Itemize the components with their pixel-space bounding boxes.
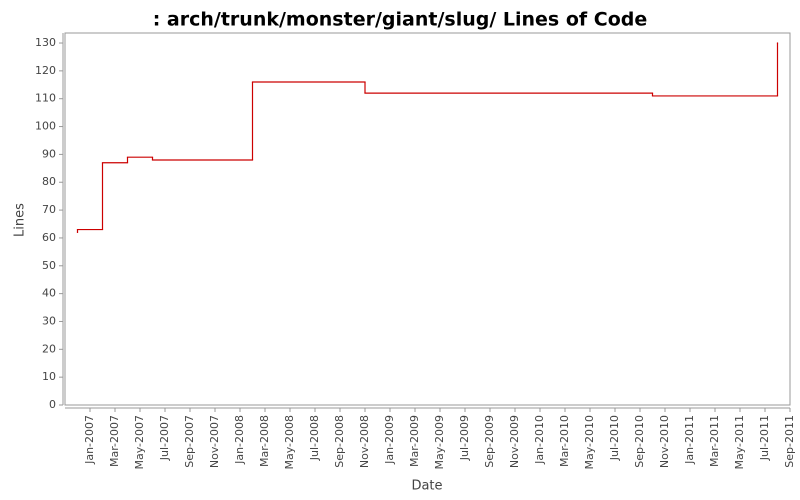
x-tick-label: Sep-2011: [783, 415, 796, 468]
x-tick-label: Mar-2009: [408, 415, 421, 467]
y-tick-label: 20: [42, 342, 56, 355]
x-tick-label: Jul-2010: [608, 415, 621, 461]
x-tick-label: Jul-2007: [158, 415, 171, 461]
x-tick-label: Mar-2008: [258, 415, 271, 467]
x-tick-label: Sep-2010: [633, 415, 646, 468]
x-tick-label: Nov-2008: [358, 415, 371, 468]
x-tick-label: May-2009: [433, 415, 446, 470]
plot-area: [64, 32, 791, 406]
y-tick-label: 110: [35, 92, 56, 105]
x-tick-label: Nov-2009: [508, 415, 521, 468]
y-tick-label: 10: [42, 370, 56, 383]
x-tick-label: Sep-2009: [483, 415, 496, 468]
y-tick-label: 60: [42, 231, 56, 244]
x-tick-label: May-2011: [733, 415, 746, 470]
y-tick-label: 30: [42, 314, 56, 327]
x-axis-label: Date: [411, 479, 442, 494]
x-tick-label: Jan-2007: [83, 415, 96, 465]
x-tick-label: Mar-2007: [108, 415, 121, 467]
y-tick-label: 80: [42, 175, 56, 188]
y-tick-label: 50: [42, 259, 56, 272]
y-tick-label: 70: [42, 203, 56, 216]
y-tick-label: 0: [49, 398, 56, 411]
x-tick-label: Jan-2008: [233, 415, 246, 465]
y-tick-label: 100: [35, 120, 56, 133]
x-tick-label: Sep-2008: [333, 415, 346, 468]
x-tick-label: Jul-2011: [758, 415, 771, 461]
y-tick-label: 130: [35, 36, 56, 49]
y-tick-label: 120: [35, 64, 56, 77]
x-tick-label: Jan-2009: [383, 415, 396, 465]
y-axis-label: Lines: [13, 203, 28, 237]
x-tick-label: Nov-2007: [208, 415, 221, 468]
y-tick-label: 40: [42, 287, 56, 300]
x-tick-label: Mar-2010: [558, 415, 571, 467]
x-tick-label: May-2007: [133, 415, 146, 470]
x-tick-label: Jul-2008: [308, 415, 321, 461]
x-tick-label: May-2010: [583, 415, 596, 470]
x-tick-label: Nov-2010: [658, 415, 671, 468]
x-tick-label: Mar-2011: [708, 415, 721, 467]
x-tick-label: Jan-2010: [533, 415, 546, 465]
y-tick-label: 90: [42, 147, 56, 160]
x-tick-label: Jul-2009: [458, 415, 471, 461]
chart-title: : arch/trunk/monster/giant/slug/ Lines o…: [153, 9, 648, 31]
x-tick-label: Jan-2011: [683, 415, 696, 465]
x-tick-label: May-2008: [283, 415, 296, 470]
x-tick-label: Sep-2007: [183, 415, 196, 468]
